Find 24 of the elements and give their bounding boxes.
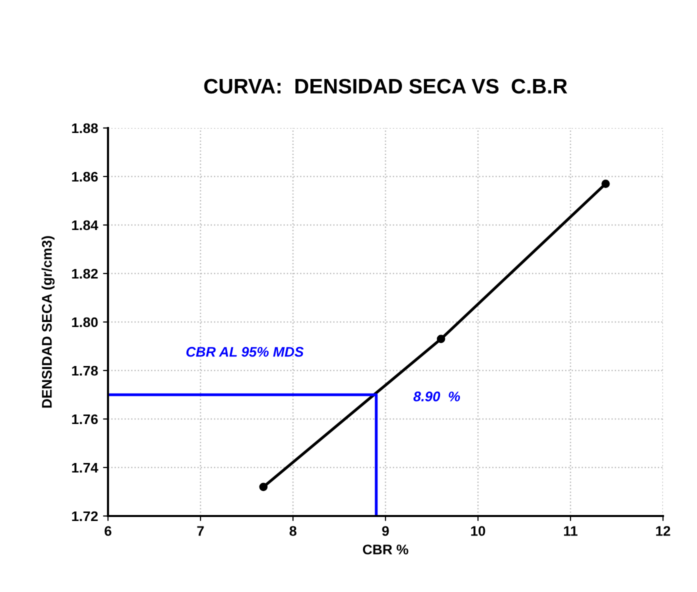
- y-axis-title: DENSIDAD SECA (gr/cm3): [42, 236, 55, 408]
- annotation: CBR AL 95% MDS: [186, 346, 304, 357]
- x-tick-label: 11: [564, 526, 578, 536]
- y-tick-label: 1.78: [72, 366, 98, 376]
- y-tick-label: 1.88: [72, 123, 98, 134]
- x-tick-label: 10: [471, 526, 486, 536]
- y-tick-label: 1.74: [72, 462, 98, 473]
- x-tick-label: 6: [104, 526, 112, 536]
- x-tick-label: 12: [656, 526, 670, 536]
- y-tick-label: 1.86: [72, 172, 98, 182]
- y-tick-label: 1.82: [72, 268, 98, 279]
- x-tick-label: 8: [290, 526, 296, 536]
- y-tick-label: 1.72: [72, 511, 98, 522]
- y-tick-label: 1.80: [72, 317, 98, 328]
- y-tick-label: 1.84: [72, 220, 98, 230]
- x-tick-label: 7: [197, 526, 204, 536]
- y-tick-label: 1.76: [72, 414, 98, 424]
- point: [259, 482, 268, 492]
- point: [601, 180, 610, 188]
- x-axis-title: CBR %: [362, 544, 408, 554]
- x-tick-label: 9: [382, 526, 389, 536]
- point: [436, 334, 446, 344]
- annotation: 8.90 %: [413, 392, 460, 402]
- chart-title: CURVA: DENSIDAD SECA VS C.B.R: [204, 78, 568, 94]
